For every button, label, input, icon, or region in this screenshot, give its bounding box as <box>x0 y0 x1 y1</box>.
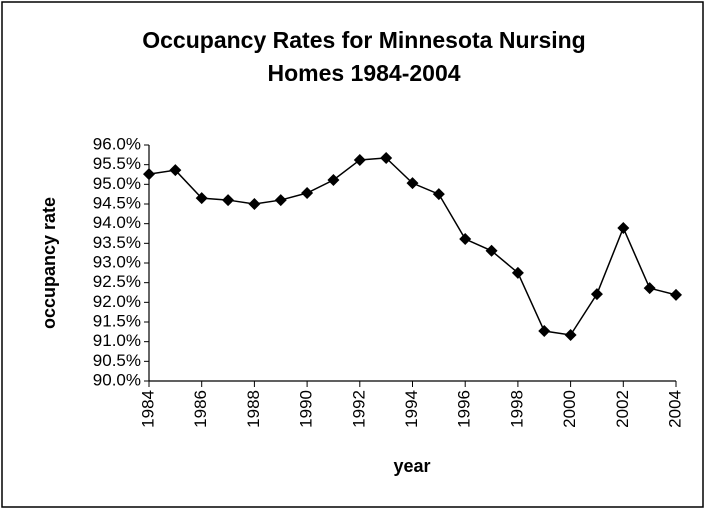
y-axis-label: occupancy rate <box>39 197 59 329</box>
data-point <box>459 233 472 246</box>
y-tick-label: 93.0% <box>93 252 141 271</box>
data-point <box>406 177 419 190</box>
y-tick-label: 95.5% <box>93 154 141 173</box>
data-point <box>195 192 208 205</box>
x-tick-label: 1996 <box>455 390 474 428</box>
y-tick-label: 92.5% <box>93 272 141 291</box>
x-tick-label: 1988 <box>244 390 263 428</box>
data-point <box>432 188 445 201</box>
data-point <box>538 325 551 338</box>
y-tick-label: 93.5% <box>93 233 141 252</box>
x-tick-label: 1998 <box>507 390 526 428</box>
x-tick-label: 1992 <box>349 390 368 428</box>
x-tick-label: 1990 <box>297 390 316 428</box>
data-point <box>670 288 682 301</box>
y-tick-label: 91.0% <box>93 331 141 350</box>
data-point <box>564 328 577 341</box>
data-point <box>511 266 524 279</box>
y-tick-label: 92.0% <box>93 292 141 311</box>
data-point <box>248 198 261 210</box>
y-tick-label: 94.0% <box>93 213 141 232</box>
data-point <box>353 153 366 166</box>
data-point <box>143 168 155 181</box>
data-point <box>617 221 630 234</box>
data-point <box>169 164 182 177</box>
x-tick-label: 2002 <box>613 390 632 428</box>
x-axis-label: year <box>393 456 430 476</box>
data-point <box>327 174 340 187</box>
x-tick-label: 1984 <box>138 390 157 428</box>
y-tick-label: 90.5% <box>93 351 141 370</box>
x-tick-label: 2004 <box>665 390 684 428</box>
y-tick-label: 94.5% <box>93 193 141 212</box>
chart-title: Homes 1984-2004 <box>267 60 460 86</box>
data-point <box>274 194 287 207</box>
y-tick-label: 91.5% <box>93 311 141 330</box>
x-tick-label: 2000 <box>560 390 579 428</box>
y-tick-label: 90.0% <box>93 370 141 389</box>
data-point <box>643 282 656 295</box>
data-point <box>222 194 235 207</box>
chart-title: Occupancy Rates for Minnesota Nursing <box>142 27 585 53</box>
y-tick-label: 95.0% <box>93 174 141 193</box>
data-point <box>301 186 314 199</box>
x-tick-label: 1994 <box>402 390 421 428</box>
data-point <box>590 288 603 301</box>
data-point <box>380 151 393 164</box>
data-point <box>485 244 498 257</box>
x-tick-label: 1986 <box>191 390 210 428</box>
y-tick-label: 96.0% <box>93 134 141 153</box>
